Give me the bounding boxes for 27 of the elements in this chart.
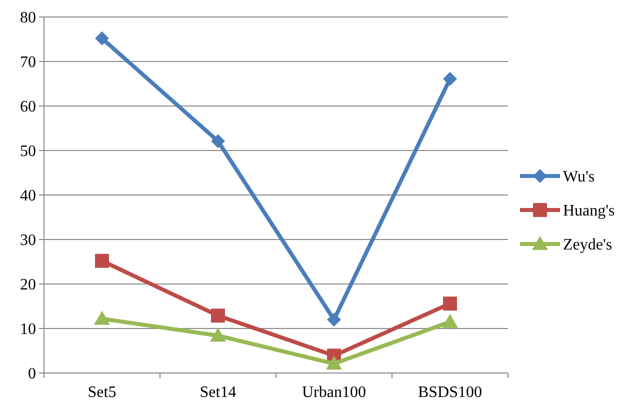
y-tick-label: 20 bbox=[20, 276, 36, 294]
y-tick-label: 80 bbox=[20, 10, 36, 27]
y-tick-label: 30 bbox=[20, 232, 36, 250]
point bbox=[210, 328, 226, 342]
point bbox=[442, 314, 458, 328]
x-tick-label: Set14 bbox=[200, 384, 236, 401]
legend-label: Huang's bbox=[563, 202, 615, 220]
point bbox=[211, 308, 225, 323]
x-tick-label: BSDS100 bbox=[418, 384, 482, 401]
point bbox=[443, 72, 457, 86]
point bbox=[443, 296, 457, 311]
point bbox=[95, 31, 109, 46]
legend-label: Zeyde's bbox=[563, 236, 612, 254]
legend-label: Wu's bbox=[563, 168, 595, 186]
y-tick-label: 70 bbox=[20, 54, 36, 72]
x-tick-label: Set5 bbox=[88, 384, 116, 401]
x-tick-label: Urban100 bbox=[302, 384, 366, 401]
point bbox=[326, 356, 342, 370]
y-tick-label: 50 bbox=[20, 143, 36, 160]
y-tick-label: 10 bbox=[20, 321, 36, 338]
point bbox=[211, 134, 225, 148]
point bbox=[95, 254, 109, 268]
y-tick-label: 40 bbox=[20, 188, 36, 205]
point bbox=[327, 312, 341, 327]
y-tick-label: 0 bbox=[28, 366, 36, 383]
point bbox=[94, 310, 110, 325]
y-tick-label: 60 bbox=[20, 98, 36, 116]
